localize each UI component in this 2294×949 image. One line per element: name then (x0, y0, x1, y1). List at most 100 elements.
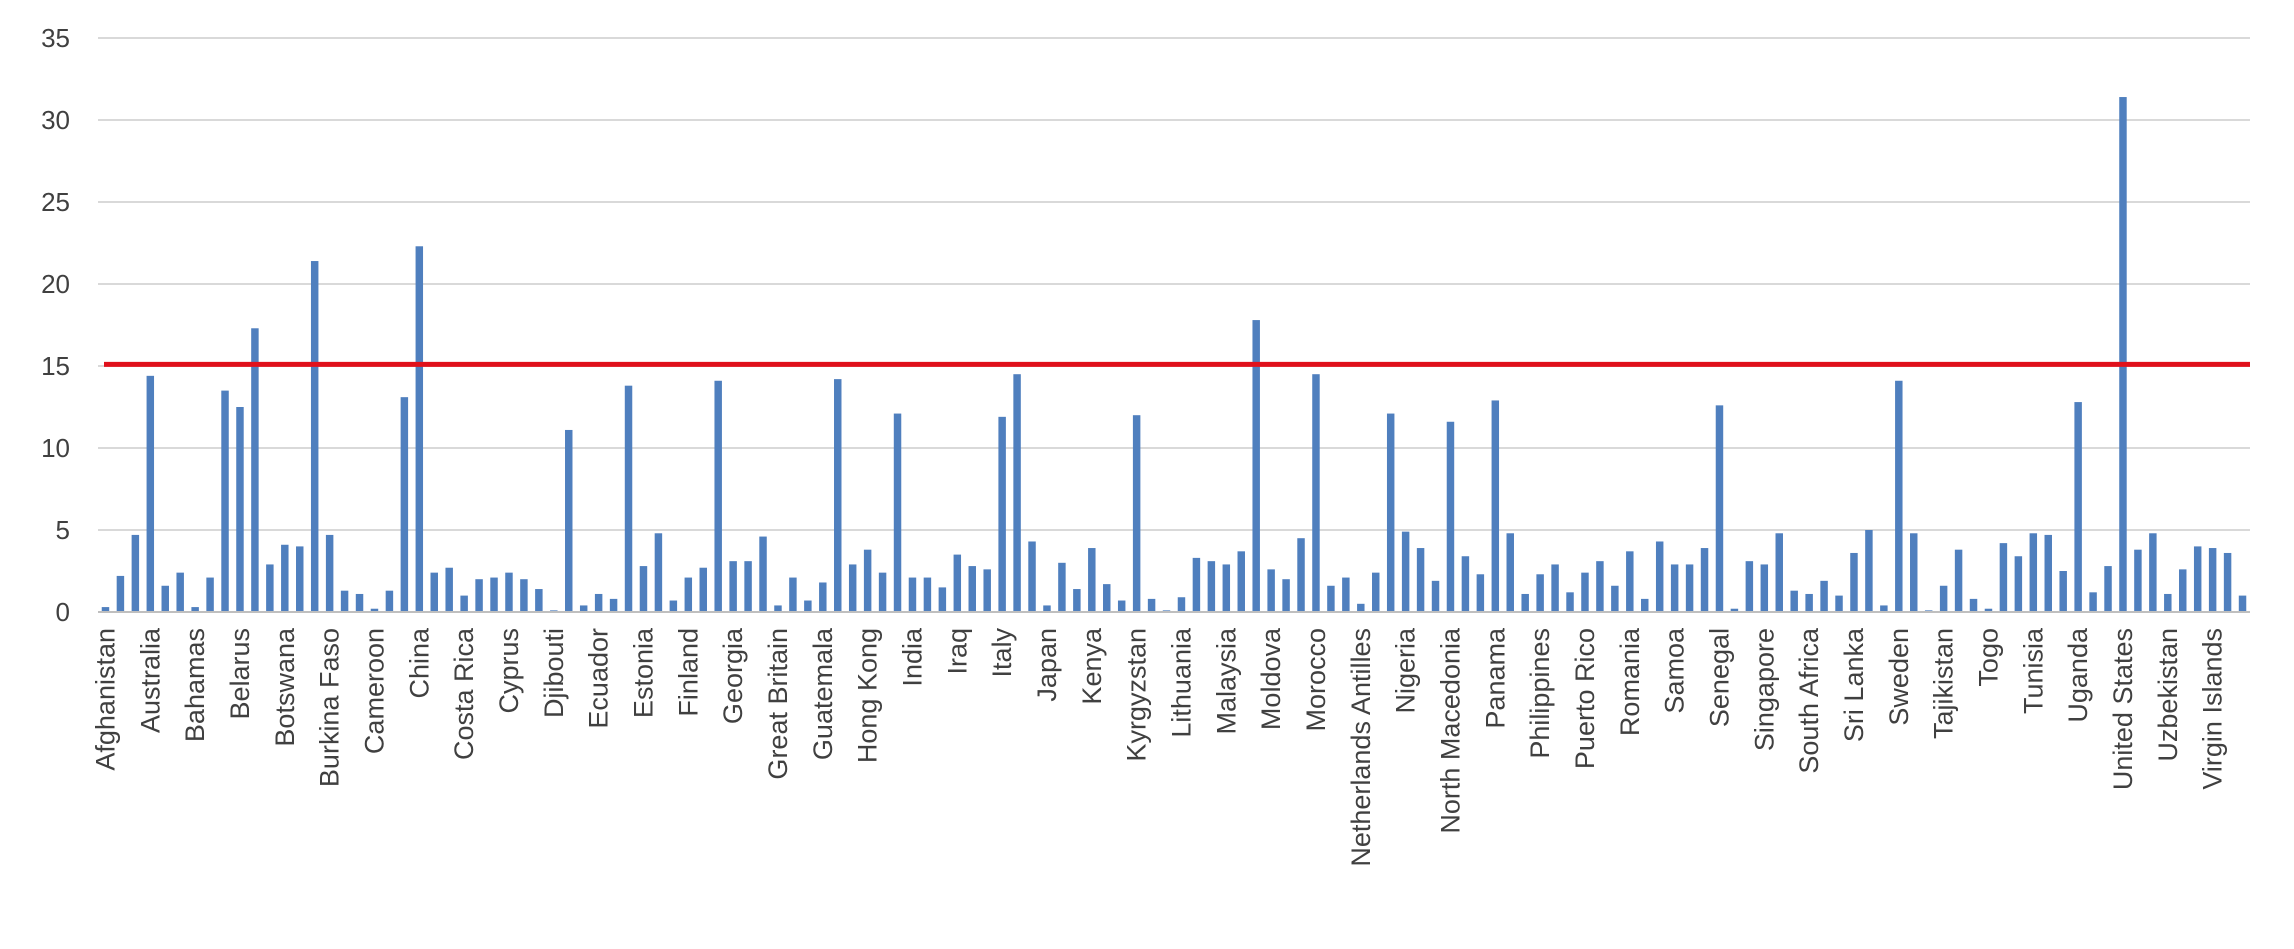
bar (639, 566, 648, 612)
bar (1252, 320, 1260, 612)
bar (983, 569, 991, 612)
bar (2208, 548, 2217, 612)
bar (355, 593, 364, 612)
bar (654, 533, 663, 612)
bar (1984, 608, 1993, 612)
bar (2029, 533, 2038, 612)
bar (938, 587, 947, 612)
x-tick-label: Philippines (1525, 628, 1555, 759)
x-tick-label: Cyprus (494, 628, 524, 714)
x-tick-label: Sri Lanka (1839, 627, 1869, 742)
bar (1611, 585, 1619, 612)
bar (1028, 541, 1036, 612)
bar (699, 567, 707, 612)
x-tick-label: Kenya (1077, 627, 1107, 705)
bar (1416, 548, 1425, 612)
bar (281, 544, 289, 612)
bar (669, 600, 678, 612)
bar (2059, 571, 2067, 612)
bar (1939, 585, 1948, 612)
bar (1685, 564, 1694, 612)
bar (804, 600, 812, 612)
x-tick-label: Ecuador (584, 628, 614, 729)
x-tick-label: Panama (1480, 627, 1510, 729)
bar (1327, 585, 1335, 612)
bar (834, 379, 842, 612)
bar (1954, 549, 1963, 612)
bar (2238, 595, 2247, 612)
bar (296, 546, 304, 612)
bar (1760, 564, 1769, 612)
bar (1357, 603, 1365, 612)
x-tick-label: Singapore (1749, 628, 1779, 751)
bar (759, 536, 767, 612)
bar (923, 577, 932, 612)
bar (1117, 600, 1126, 612)
bar (684, 577, 693, 612)
x-tick-label: Uzbekistan (2153, 628, 2183, 762)
x-tick-label: Afghanistan (90, 628, 120, 771)
bar (1446, 421, 1455, 612)
bar (1088, 548, 1096, 612)
x-tick-label: Cameroon (359, 628, 389, 754)
x-tick-label: Samoa (1660, 627, 1690, 714)
x-tick-label: Uganda (2063, 627, 2093, 723)
bar (520, 579, 528, 612)
x-tick-label: Burkina Faso (315, 628, 345, 787)
x-tick-label: Bahamas (180, 628, 210, 742)
bar (1641, 598, 1649, 612)
bar (2074, 402, 2082, 612)
bar (1521, 593, 1529, 612)
x-tick-label: Malaysia (1211, 627, 1241, 735)
x-tick-label: China (404, 627, 434, 699)
bar (116, 575, 125, 612)
bar (191, 607, 199, 612)
bar (340, 590, 349, 612)
bar (1192, 557, 1201, 612)
y-tick-label: 20 (41, 269, 70, 299)
x-tick-label: Netherlands Antilles (1346, 628, 1376, 867)
bar (1342, 577, 1350, 612)
y-tick-label: 0 (56, 597, 70, 627)
bar (863, 549, 872, 612)
bar (789, 577, 797, 612)
bar (2119, 97, 2127, 613)
bar (430, 572, 438, 612)
bar (490, 577, 498, 612)
bar (1013, 374, 1021, 612)
bar (236, 407, 244, 612)
bar (1581, 572, 1589, 612)
bars (101, 97, 2247, 613)
bar (1431, 580, 1440, 612)
bar (1476, 574, 1485, 612)
bar (2089, 592, 2097, 612)
bar (1880, 605, 1888, 612)
bar (579, 605, 588, 612)
bar (445, 567, 453, 612)
bar (893, 413, 902, 612)
bar (505, 572, 513, 612)
bar (1999, 543, 2008, 612)
x-tick-label: Tunisia (2018, 627, 2048, 714)
bar (2014, 556, 2023, 612)
bar (908, 577, 917, 612)
y-tick-label: 5 (56, 515, 70, 545)
bar (848, 564, 857, 612)
bar (729, 561, 737, 612)
bar (1700, 548, 1709, 612)
bar (475, 579, 483, 612)
x-tick-label: South Africa (1794, 627, 1824, 774)
bar (744, 561, 752, 612)
bar (400, 397, 409, 612)
bar (1566, 592, 1574, 612)
bar (1237, 551, 1245, 612)
x-tick-label: Italy (987, 628, 1017, 678)
x-tick-label: Iraq (942, 628, 972, 675)
x-tick-label: Tajikistan (1929, 628, 1959, 739)
x-tick-label: Hong Kong (853, 628, 883, 763)
x-tick-label: Sweden (1884, 628, 1914, 726)
bar (624, 385, 633, 612)
x-tick-label: Finland (673, 628, 703, 717)
x-tick-label: Japan (1032, 628, 1062, 702)
